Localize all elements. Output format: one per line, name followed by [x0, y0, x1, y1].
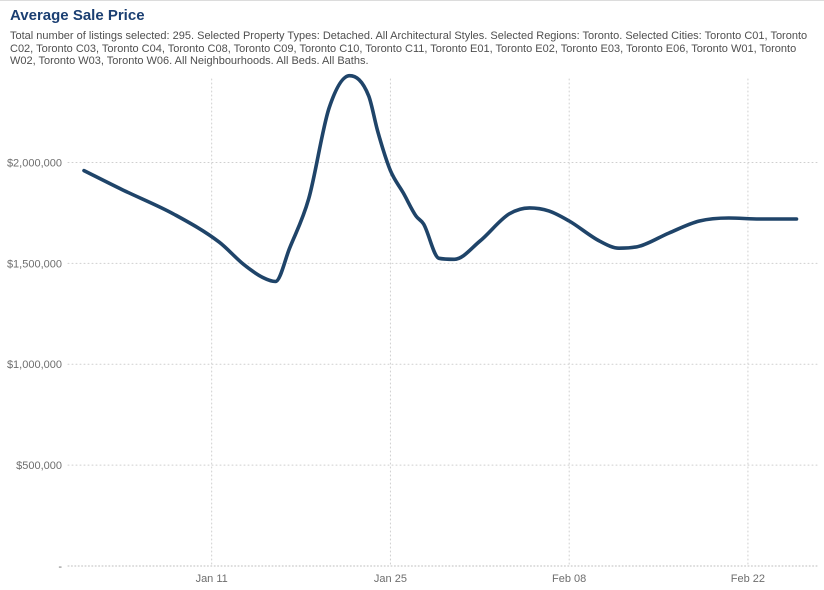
y-tick-label: $1,000,000 — [7, 359, 62, 371]
x-tick-label: Feb 08 — [552, 573, 586, 585]
average-sale-price-line — [82, 73, 799, 284]
y-tick-label: $2,000,000 — [7, 157, 62, 169]
y-tick-label: $1,500,000 — [7, 258, 62, 270]
page-title: Average Sale Price — [10, 7, 145, 24]
x-tick-label: Jan 11 — [196, 573, 228, 585]
x-tick-label: Jan 25 — [374, 573, 407, 585]
chart-header: Average Sale Price Total number of listi… — [10, 7, 816, 68]
filter-summary: Total number of listings selected: 295. … — [10, 30, 808, 68]
x-tick-label: Feb 22 — [731, 573, 765, 585]
y-tick-label: $500,000 — [16, 460, 62, 472]
y-tick-label: - — [58, 561, 62, 573]
